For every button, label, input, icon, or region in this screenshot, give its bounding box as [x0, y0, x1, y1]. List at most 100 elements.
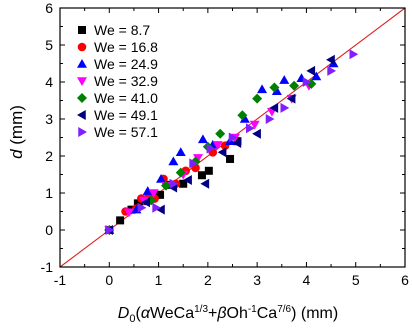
- x-axis-label-part1: (: [135, 305, 141, 322]
- x-tick-label: 3: [253, 272, 261, 288]
- x-axis-label: D0(αWeCa1/3+βOh-1Ca7/6) (mm): [118, 304, 338, 325]
- x-axis-label-sup1: 1/3: [194, 304, 208, 315]
- data-point: [257, 84, 268, 94]
- data-point: [327, 65, 337, 76]
- data-points-layer: [104, 49, 359, 235]
- data-point: [169, 178, 179, 189]
- legend-marker: [78, 127, 87, 137]
- data-point: [142, 186, 153, 195]
- data-point: [124, 208, 134, 218]
- legend-label: We = 24.9: [94, 56, 158, 72]
- x-axis-label-main: D: [118, 305, 130, 322]
- y-axis-label: d (mm): [7, 105, 26, 159]
- x-axis-label-part2: WeCa: [150, 305, 194, 322]
- x-tick-label: -1: [54, 272, 67, 288]
- x-tick-label: 5: [352, 272, 360, 288]
- data-point: [279, 75, 290, 84]
- data-point: [306, 65, 316, 76]
- data-point: [200, 178, 210, 189]
- y-tick-label: 0: [45, 222, 53, 238]
- data-point: [148, 189, 159, 198]
- data-point: [217, 147, 227, 158]
- data-point: [246, 123, 255, 134]
- legend-marker: [77, 93, 87, 103]
- y-tick-label: 4: [45, 74, 53, 90]
- data-point: [269, 102, 279, 113]
- data-point: [152, 202, 162, 213]
- y-tick-label: 5: [45, 37, 53, 53]
- legend-label: We = 49.1: [94, 107, 158, 123]
- data-point: [204, 166, 213, 175]
- x-axis-label-beta: β: [216, 305, 226, 322]
- legend-label: We = 8.7: [94, 22, 150, 38]
- legend-marker: [78, 26, 86, 34]
- data-point: [237, 110, 248, 121]
- data-point: [175, 147, 186, 157]
- data-point: [105, 225, 115, 235]
- series-7: [105, 49, 359, 235]
- data-point: [156, 173, 167, 183]
- data-point: [168, 156, 179, 166]
- legend-label: We = 32.9: [94, 73, 158, 89]
- data-point: [349, 49, 359, 60]
- data-point: [197, 134, 208, 144]
- data-point: [156, 204, 165, 215]
- y-tick-label: 3: [45, 111, 53, 127]
- data-point: [252, 93, 263, 104]
- x-axis-label-sup3: 7/6: [277, 304, 291, 315]
- legend: We = 8.7We = 16.8We = 24.9We = 32.9 We = …: [77, 22, 158, 140]
- data-point: [137, 202, 147, 213]
- data-point: [311, 71, 322, 81]
- x-tick-label: 0: [105, 272, 113, 288]
- data-point: [197, 171, 206, 180]
- data-point: [269, 82, 280, 93]
- data-point: [326, 54, 335, 65]
- y-axis-label-variable: d: [7, 149, 26, 159]
- data-point: [193, 154, 203, 163]
- data-point: [215, 128, 226, 139]
- legend-label: We = 16.8: [94, 39, 158, 55]
- data-point: [226, 154, 235, 163]
- data-point: [302, 77, 312, 87]
- y-tick-label: 1: [45, 185, 53, 201]
- data-point: [239, 114, 250, 123]
- x-axis-label-sup2: -1: [248, 304, 257, 315]
- data-point: [156, 190, 165, 199]
- legend-label: We = 57.1: [94, 124, 158, 140]
- x-axis-label-sub0: 0: [129, 313, 135, 325]
- plot-frame: [59, 7, 406, 268]
- legend-marker: [77, 77, 87, 86]
- data-point: [249, 120, 260, 130]
- x-axis-label-part3: Oh: [227, 305, 248, 322]
- data-point: [116, 216, 125, 225]
- x-tick-label: 6: [401, 272, 409, 288]
- data-point: [212, 141, 223, 150]
- legend-marker: [77, 110, 86, 120]
- legend-marker: [77, 42, 87, 52]
- data-point: [160, 180, 171, 191]
- y-tick-label: 6: [45, 0, 53, 16]
- legend-marker: [77, 59, 87, 68]
- data-point: [175, 167, 186, 178]
- data-point: [252, 128, 261, 139]
- data-point: [280, 102, 290, 113]
- data-point: [289, 80, 300, 91]
- data-point: [232, 138, 242, 149]
- x-tick-label: 4: [303, 272, 311, 288]
- y-tick-label: 2: [45, 148, 53, 164]
- x-tick-label: 1: [155, 272, 163, 288]
- data-point: [206, 143, 216, 154]
- x-axis-label-part4: Ca: [257, 305, 278, 322]
- x-tick-label: 2: [204, 272, 212, 288]
- data-point: [189, 158, 199, 169]
- y-tick-label: -1: [41, 259, 54, 275]
- x-axis-label-plus: +: [208, 305, 217, 322]
- data-point: [286, 93, 296, 104]
- data-point: [183, 175, 192, 186]
- data-point: [228, 132, 238, 143]
- data-point: [179, 179, 188, 188]
- x-axis-label-part5: ) (mm): [291, 305, 338, 322]
- data-point: [265, 114, 275, 124]
